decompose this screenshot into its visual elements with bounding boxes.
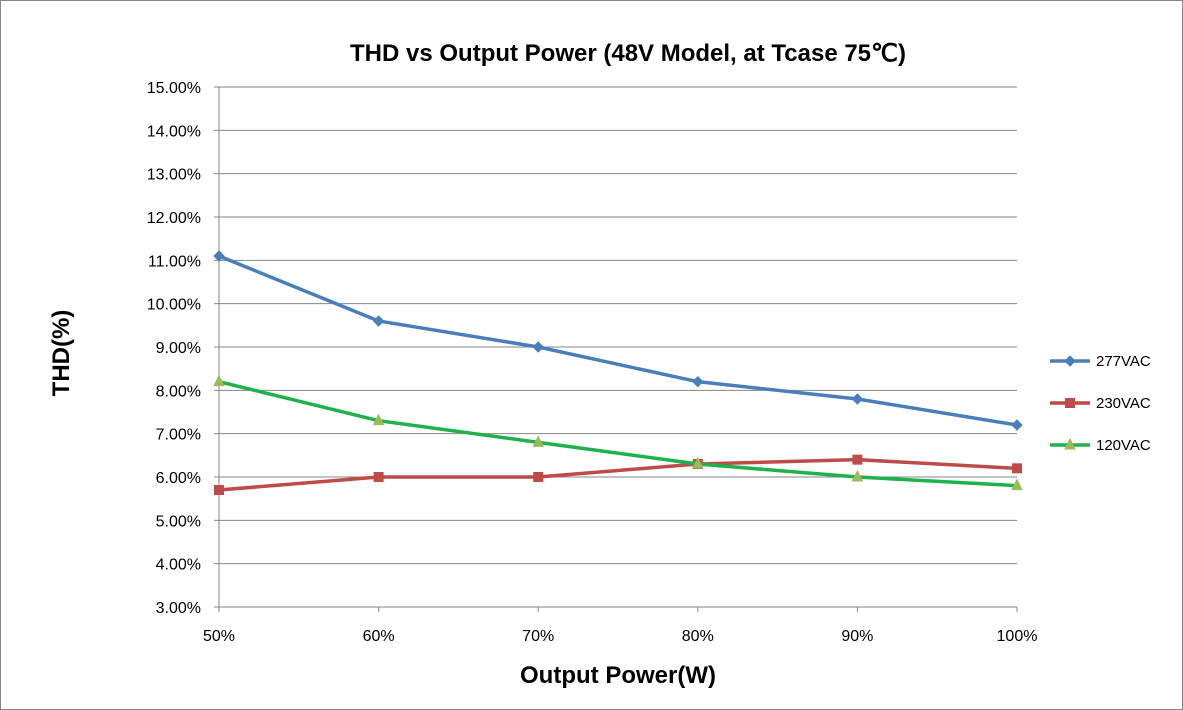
legend: 277VAC 230VAC 120VAC [1050, 353, 1151, 454]
series-120VAC [213, 374, 1023, 491]
y-tick-label: 15.00% [147, 80, 201, 97]
legend-marker [1064, 437, 1076, 450]
legend-marker [1064, 355, 1076, 367]
chart-title: THD vs Output Power (48V Model, at Tcase… [350, 40, 906, 67]
x-axis-title: Output Power(W) [520, 662, 716, 689]
series-230VAC [214, 454, 1022, 495]
y-tick-label: 5.00% [156, 513, 201, 530]
data-point [532, 435, 545, 447]
x-tick-label: 70% [522, 628, 554, 645]
data-point [372, 315, 385, 327]
legend-marker [1065, 398, 1075, 408]
axes [214, 86, 1018, 612]
y-tick-label: 11.00% [148, 253, 201, 270]
data-point [1012, 463, 1022, 474]
data-point [213, 250, 225, 262]
data-point [691, 456, 704, 469]
data-point [214, 485, 224, 495]
y-tick-label: 4.00% [156, 557, 201, 574]
y-tick-label: 3.00% [156, 600, 201, 617]
y-tick-label: 13.00% [147, 167, 201, 184]
data-point [532, 341, 544, 353]
data-point [373, 472, 384, 482]
y-tick-label: 7.00% [156, 427, 201, 444]
data-point [851, 469, 864, 482]
x-axis-tick-labels: 50% 60% 70% 80% 90% 100% [203, 628, 1037, 645]
y-axis-title: THD(%) [48, 310, 75, 397]
series-277VAC [213, 250, 1023, 431]
y-tick-label: 9.00% [156, 340, 201, 357]
x-tick-label: 60% [363, 628, 395, 645]
data-point [1011, 478, 1023, 491]
x-tick-label: 50% [203, 628, 235, 645]
y-axis-tick-labels: 3.00% 4.00% 5.00% 6.00% 7.00% 8.00% 9.00% 10.00… [147, 80, 201, 617]
data-point [213, 374, 225, 387]
y-tick-label: 6.00% [156, 470, 201, 487]
legend-entry: 277VAC [1050, 353, 1151, 370]
legend-label: 277VAC [1096, 353, 1151, 370]
gridlines [219, 86, 1017, 565]
legend-entry: 230VAC [1050, 395, 1151, 412]
y-tick-label: 12.00% [147, 210, 201, 227]
y-tick-label: 10.00% [147, 297, 201, 314]
y-tick-label: 8.00% [156, 383, 201, 400]
data-point [851, 393, 864, 405]
x-tick-label: 90% [841, 628, 873, 645]
y-tick-label: 14.00% [147, 123, 201, 140]
data-point [372, 413, 385, 426]
series-line [218, 254, 1018, 427]
data-point [692, 375, 704, 388]
legend-entry: 120VAC [1050, 437, 1151, 454]
x-tick-label: 100% [997, 628, 1038, 645]
series-line [218, 457, 1018, 492]
legend-label: 120VAC [1096, 437, 1151, 454]
data-point [1011, 419, 1023, 431]
series-group [213, 250, 1023, 495]
data-point [533, 472, 544, 482]
x-tick-label: 80% [682, 628, 714, 645]
legend-label: 230VAC [1096, 395, 1151, 412]
series-line [218, 379, 1018, 488]
data-point [852, 454, 863, 465]
